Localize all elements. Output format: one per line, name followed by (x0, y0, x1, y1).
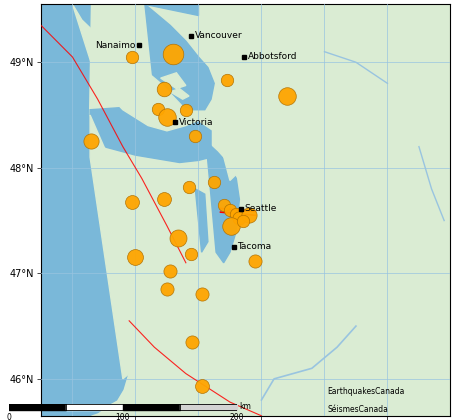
Point (129, 54, 136, 60)
Point (226, 207, 233, 213)
Point (239, 217, 246, 224)
Point (182, 106, 189, 113)
Point (211, 178, 218, 185)
Point (129, 198, 136, 205)
Text: Nanaimo: Nanaimo (95, 41, 136, 50)
Point (132, 254, 139, 261)
Point (220, 201, 228, 208)
Point (167, 268, 174, 275)
Polygon shape (161, 73, 186, 89)
Text: EarthquakesCanada: EarthquakesCanada (328, 387, 405, 396)
Point (160, 196, 167, 203)
Point (160, 85, 167, 92)
Point (88, 138, 95, 145)
Polygon shape (41, 115, 132, 416)
Point (187, 251, 195, 258)
Polygon shape (90, 107, 211, 163)
Text: 100: 100 (116, 413, 130, 420)
Point (185, 184, 192, 190)
Point (163, 286, 171, 292)
Polygon shape (206, 142, 239, 263)
Text: Vancouver: Vancouver (195, 32, 243, 40)
Text: SéismesCanada: SéismesCanada (328, 405, 389, 414)
Point (228, 223, 235, 229)
Text: Tacoma: Tacoma (238, 242, 272, 252)
Point (223, 77, 230, 84)
Polygon shape (221, 144, 238, 181)
Point (192, 133, 199, 139)
Point (233, 211, 240, 218)
Point (163, 114, 171, 121)
Point (170, 50, 177, 57)
Text: Seattle: Seattle (244, 205, 277, 213)
Point (252, 257, 259, 264)
Point (198, 291, 205, 298)
Point (283, 93, 290, 100)
Point (175, 235, 182, 242)
Polygon shape (90, 115, 211, 379)
Text: Abbotsford: Abbotsford (248, 52, 297, 61)
Polygon shape (72, 4, 198, 131)
Polygon shape (195, 189, 208, 252)
Point (154, 105, 161, 112)
Point (245, 212, 253, 219)
Text: 200: 200 (229, 413, 244, 420)
Point (236, 215, 243, 222)
Polygon shape (145, 4, 198, 15)
Point (188, 339, 196, 345)
Polygon shape (170, 89, 189, 99)
Text: 0: 0 (7, 413, 11, 420)
Polygon shape (41, 4, 90, 115)
Polygon shape (145, 4, 214, 110)
Text: Victoria: Victoria (179, 118, 213, 127)
Point (198, 383, 205, 390)
Text: km: km (239, 402, 251, 411)
